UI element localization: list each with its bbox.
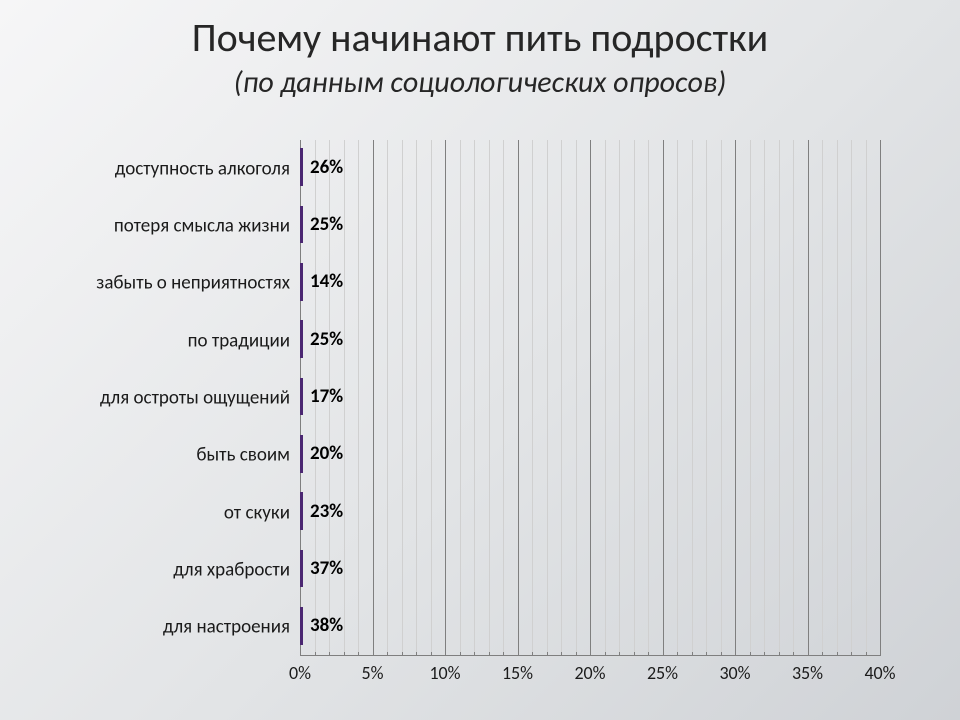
x-tick — [532, 652, 533, 656]
bar-side-face — [300, 492, 303, 529]
title-block: Почему начинают пить подростки (по данны… — [0, 16, 960, 101]
x-tick — [663, 650, 664, 656]
x-tick — [460, 652, 461, 656]
x-tick — [735, 650, 736, 656]
x-tick-label: 25% — [647, 662, 678, 684]
category-label: забыть о неприятностях — [60, 272, 300, 295]
x-tick — [692, 652, 693, 656]
x-tick — [373, 650, 374, 656]
x-tick — [590, 650, 591, 656]
bar-side-face — [300, 206, 303, 243]
bar-side-face — [300, 607, 303, 644]
category-label: по традиции — [60, 329, 300, 352]
x-tick — [474, 652, 475, 656]
bars-container: доступность алкоголя26%потеря смысла жиз… — [300, 140, 880, 656]
x-tick — [764, 652, 765, 656]
x-tick-label: 0% — [289, 662, 311, 684]
category-label: для настроения — [60, 616, 300, 639]
category-label: для остроты ощущений — [60, 386, 300, 409]
x-tick — [634, 652, 635, 656]
x-tick-label: 5% — [362, 662, 384, 684]
bar-side-face — [300, 378, 303, 415]
x-tick — [431, 652, 432, 656]
x-tick — [837, 652, 838, 656]
x-tick — [315, 652, 316, 656]
x-tick — [576, 652, 577, 656]
x-tick — [880, 650, 881, 656]
x-tick — [605, 652, 606, 656]
bar-side-face — [300, 148, 303, 185]
category-label: потеря смысла жизни — [60, 214, 300, 237]
category-label: от скуки — [60, 501, 300, 524]
x-tick-label: 30% — [719, 662, 750, 684]
x-tick — [619, 652, 620, 656]
x-tick — [706, 652, 707, 656]
title-sub: (по данным социологических опросов) — [0, 64, 960, 101]
bar-value-label: 37% — [310, 557, 343, 580]
x-tick — [561, 652, 562, 656]
x-tick — [329, 652, 330, 656]
bar-side-face — [300, 550, 303, 587]
plot-region: доступность алкоголя26%потеря смысла жиз… — [300, 140, 880, 656]
x-tick — [344, 652, 345, 656]
bar-side-face — [300, 435, 303, 472]
category-label: доступность алкоголя — [60, 157, 300, 180]
x-tick — [503, 652, 504, 656]
x-tick-label: 20% — [574, 662, 605, 684]
x-tick-label: 35% — [792, 662, 823, 684]
x-tick — [547, 652, 548, 656]
x-tick — [387, 652, 388, 656]
x-tick-label: 15% — [502, 662, 533, 684]
x-tick — [721, 652, 722, 656]
category-label: быть своим — [60, 444, 300, 467]
chart: доступность алкоголя 26% потеря смысла жиз… — [60, 140, 900, 690]
bar-value-label: 25% — [310, 328, 343, 351]
x-tick-label: 40% — [864, 662, 895, 684]
x-tick — [489, 652, 490, 656]
bar-side-face — [300, 320, 303, 357]
x-tick — [750, 652, 751, 656]
bar-value-label: 26% — [310, 156, 343, 179]
slide: Почему начинают пить подростки (по данны… — [0, 0, 960, 720]
x-tick — [779, 652, 780, 656]
x-tick — [648, 652, 649, 656]
bar-value-label: 20% — [310, 442, 343, 465]
x-tick — [808, 650, 809, 656]
bar-side-face — [300, 263, 303, 300]
title-main: Почему начинают пить подростки — [0, 16, 960, 60]
x-tick — [358, 652, 359, 656]
category-label: для храбрости — [60, 558, 300, 581]
x-tick — [518, 650, 519, 656]
x-tick — [866, 652, 867, 656]
bar-value-label: 23% — [310, 500, 343, 523]
bar-value-label: 25% — [310, 213, 343, 236]
x-tick — [822, 652, 823, 656]
x-tick — [793, 652, 794, 656]
x-tick — [416, 652, 417, 656]
x-tick — [300, 650, 301, 656]
bar-value-label: 17% — [310, 385, 343, 408]
gridline-major — [880, 140, 881, 656]
x-tick-label: 10% — [429, 662, 460, 684]
x-tick — [677, 652, 678, 656]
x-tick — [402, 652, 403, 656]
bar-value-label: 14% — [310, 270, 343, 293]
bar-value-label: 38% — [310, 614, 343, 637]
x-tick — [851, 652, 852, 656]
x-tick — [445, 650, 446, 656]
